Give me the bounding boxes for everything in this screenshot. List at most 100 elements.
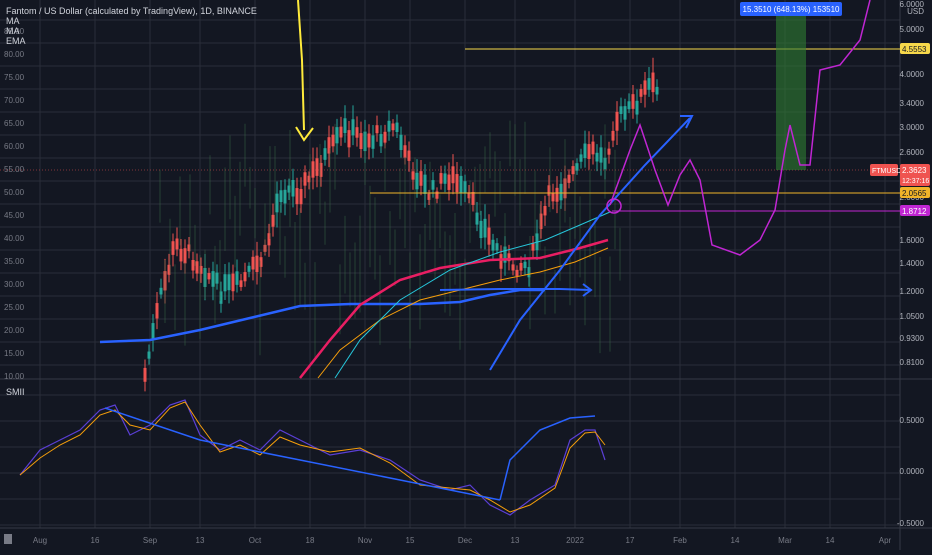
osc-tick-label: -0.5000 (897, 519, 925, 528)
candle-body (331, 134, 335, 147)
candle-body (283, 189, 287, 204)
candle-body (227, 274, 231, 291)
candle-body (579, 154, 583, 162)
x-tick-label: Dec (458, 536, 472, 545)
candle-body (287, 185, 291, 193)
candle-body (251, 256, 255, 270)
x-tick-label: Sep (143, 536, 158, 545)
candle-body (515, 269, 519, 277)
candle-body (631, 94, 635, 109)
candle-body (639, 89, 643, 97)
magenta-circle (606, 198, 622, 214)
x-tick-label: Apr (879, 536, 892, 545)
left-tick-label: 45.00 (4, 211, 25, 220)
candle-body (627, 101, 631, 110)
left-tick-label: 10.00 (4, 372, 25, 381)
right-tick-label: 0.9300 (900, 334, 925, 343)
candle-body (191, 260, 195, 271)
candle-body (327, 137, 331, 154)
candle-body (387, 120, 391, 132)
legend-ema: EMA (6, 36, 26, 46)
candle-body (347, 130, 351, 148)
x-tick-label: 18 (306, 536, 315, 545)
left-tick-label: 55.00 (4, 165, 25, 174)
x-tick-label: Feb (673, 536, 687, 545)
left-tick-label: 25.00 (4, 303, 25, 312)
right-tick-label: 1.6000 (900, 236, 925, 245)
candle-body (475, 212, 479, 225)
magenta-tag: 1.8712 (902, 207, 927, 216)
measure-box (776, 10, 806, 170)
right-tick-label: 6.0000 (900, 0, 925, 9)
candle-body (651, 72, 655, 93)
candle-body (403, 145, 407, 158)
left-tick-label: 30.00 (4, 280, 25, 289)
candle-body (615, 111, 619, 131)
candle-body (523, 261, 527, 269)
right-tick-label: 0.8100 (900, 358, 925, 367)
candle-body (223, 274, 227, 292)
candle-body (507, 253, 511, 262)
x-tick-label: Nov (358, 536, 372, 545)
candle-body (395, 122, 399, 132)
osc-tick-label: 0.5000 (900, 416, 925, 425)
ma-red-line (299, 238, 609, 379)
right-tick-label: 5.0000 (900, 25, 925, 34)
x-tick-label: Aug (33, 536, 47, 545)
candle-body (543, 205, 547, 216)
blue-flat-arrow (439, 288, 591, 291)
candle-body (555, 187, 559, 202)
blue-flat-arrow-head (582, 283, 593, 297)
candle-body (171, 241, 175, 255)
tradingview-logo-icon (4, 534, 12, 544)
candle-body (599, 147, 603, 163)
ema-line (334, 211, 611, 379)
candle-body (487, 227, 491, 245)
x-tick-label: 14 (731, 536, 740, 545)
left-tick-label: 80.00 (4, 50, 25, 59)
candle-body (455, 174, 459, 193)
candle-body (431, 180, 435, 190)
left-tick-label: 15.00 (4, 349, 25, 358)
candle-body (591, 141, 595, 155)
x-tick-label: 13 (511, 536, 520, 545)
candle-body (567, 174, 571, 183)
left-tick-label: 20.00 (4, 326, 25, 335)
candle-body (539, 213, 543, 230)
candle-body (427, 193, 431, 200)
ma-blue-line (99, 288, 545, 344)
x-tick-label: Mar (778, 536, 792, 545)
candle-body (647, 78, 651, 90)
measure-label: 15.3510 (648.13%) 153510 (743, 5, 841, 14)
candle-body (479, 220, 483, 239)
candle-body (443, 173, 447, 184)
current-price-tag-bg (900, 164, 930, 186)
candle-body (279, 190, 283, 203)
candle-body (375, 125, 379, 134)
candle-body (491, 239, 495, 251)
candle-body (351, 119, 355, 136)
candle-body (367, 133, 371, 148)
candle-body (247, 265, 251, 272)
candle-body (271, 214, 275, 227)
candle-body (467, 192, 471, 199)
projection-path (609, 0, 871, 256)
left-tick-label: 60.00 (4, 142, 25, 151)
candle-body (459, 175, 463, 193)
candle-body (383, 131, 387, 143)
candle-body (371, 135, 375, 149)
x-tick-label: 13 (196, 536, 205, 545)
x-tick-label: 17 (626, 536, 635, 545)
candle-body (551, 192, 555, 202)
candle-body (643, 80, 647, 95)
current-price-tag: 2.3623 (902, 166, 927, 175)
candle-body (359, 133, 363, 149)
candle-body (231, 273, 235, 292)
x-tick-label: 16 (91, 536, 100, 545)
candle-body (339, 126, 343, 138)
candle-body (299, 188, 303, 205)
candle-body (527, 267, 531, 278)
oscillator-legend: SMII (6, 387, 25, 397)
